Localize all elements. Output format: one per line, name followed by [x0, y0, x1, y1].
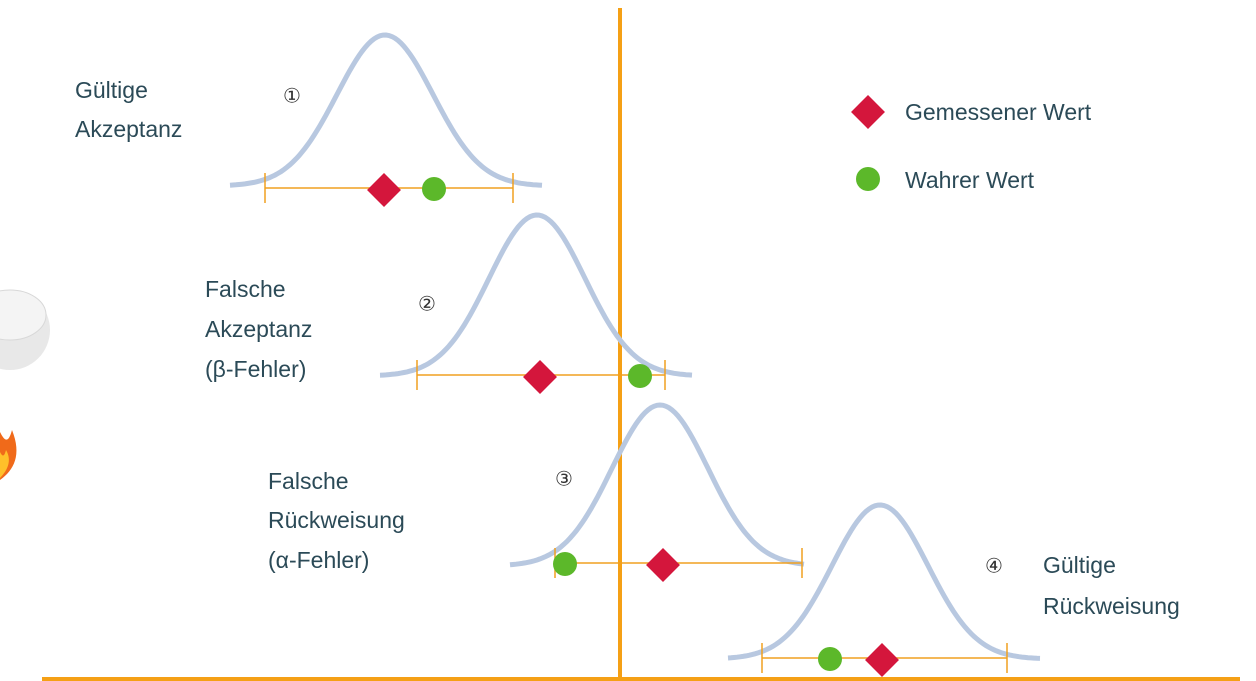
true-value [628, 364, 652, 388]
bell-curve [229, 32, 543, 188]
legend-diamond [851, 95, 885, 129]
true-value [818, 647, 842, 671]
case-number: ① [283, 85, 301, 107]
true-value [422, 177, 446, 201]
flame-icon-inner [0, 450, 9, 478]
bell-curve [379, 212, 693, 378]
case-label: Rückweisung [1043, 593, 1180, 619]
bell-curve [509, 402, 805, 568]
case-label: Gültige [1043, 552, 1116, 578]
legend-label: Gemessener Wert [905, 99, 1092, 125]
measured-value [865, 643, 899, 677]
case-number: ② [418, 293, 436, 315]
case-label: Falsche [268, 468, 349, 494]
case-label: (β-Fehler) [205, 356, 306, 382]
case-label: Akzeptanz [75, 116, 182, 142]
measured-value [523, 360, 557, 394]
case-label: Falsche [205, 276, 286, 302]
true-value [553, 552, 577, 576]
case-label: Gültige [75, 77, 148, 103]
case-number: ③ [555, 468, 573, 490]
legend-label: Wahrer Wert [905, 167, 1035, 193]
bell-curve [727, 502, 1041, 661]
smoke-detector-icon [0, 289, 50, 370]
measured-value [646, 548, 680, 582]
measured-value [367, 173, 401, 207]
case-label: Akzeptanz [205, 316, 312, 342]
case-label: (α-Fehler) [268, 547, 369, 573]
legend-circle [856, 167, 880, 191]
case-label: Rückweisung [268, 507, 405, 533]
case-number: ④ [985, 555, 1003, 577]
